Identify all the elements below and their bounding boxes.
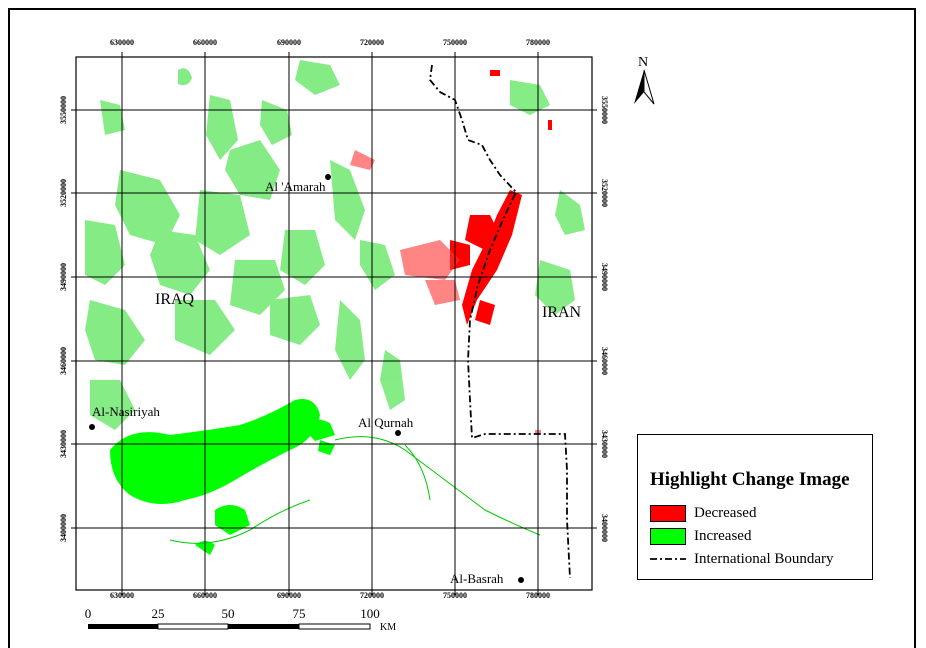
legend-label: International Boundary (694, 550, 834, 567)
y-tick-label: 3550000 (600, 96, 609, 124)
x-tick-label: 690000 (277, 38, 301, 47)
scale-label: 25 (152, 606, 165, 621)
x-tick-label: 690000 (277, 591, 301, 600)
city-markers: Al 'Amarah Al-Nasiriyah Al Qurnah Al-Bas… (89, 174, 524, 586)
x-tick-label: 780000 (526, 591, 550, 600)
y-tick-label: 3400000 (59, 514, 68, 542)
x-tick-label: 630000 (110, 591, 134, 600)
legend-title: Highlight Change Image (650, 469, 850, 490)
scale-label: 100 (360, 606, 380, 621)
graticule (75, 56, 593, 591)
legend-label: Increased (694, 527, 752, 544)
change-detection-layer (85, 60, 585, 555)
y-tick-label: 3430000 (59, 430, 68, 458)
scale-bar: 0 25 50 75 100 KM (85, 606, 396, 633)
scale-unit: KM (380, 622, 396, 633)
city-label-al-nasiriyah: Al-Nasiriyah (92, 404, 160, 419)
country-label-iran: IRAN (542, 304, 582, 321)
x-tick-label: 660000 (193, 38, 217, 47)
city-dot (325, 174, 331, 180)
scale-label: 75 (293, 606, 306, 621)
x-tick-label: 720000 (360, 38, 384, 47)
north-label: N (638, 55, 648, 70)
city-dot (518, 577, 524, 583)
increased-marsh (110, 399, 335, 555)
country-label-iraq: IRAQ (155, 291, 195, 308)
decreased-swatch (650, 504, 686, 522)
international-boundary (429, 64, 571, 579)
increased-areas (85, 60, 585, 430)
y-tick-labels-left: 3550000 3520000 3490000 3460000 3430000 … (59, 96, 68, 542)
y-tick-labels-right: 3550000 3520000 3490000 3460000 3430000 … (600, 96, 609, 542)
x-tick-label: 750000 (443, 38, 467, 47)
city-label-al-basrah: Al-Basrah (450, 571, 504, 586)
city-label-al-amarah: Al 'Amarah (265, 179, 326, 194)
scale-label: 50 (222, 606, 235, 621)
tick-marks (71, 52, 597, 595)
y-tick-label: 3460000 (600, 347, 609, 375)
legend-item-decreased: Decreased (650, 504, 756, 522)
legend-item-increased: Increased (650, 527, 751, 545)
decreased-scatter (350, 150, 541, 434)
x-tick-label: 660000 (193, 591, 217, 600)
x-tick-label: 750000 (443, 591, 467, 600)
north-arrow-icon: N (634, 55, 655, 105)
legend: Highlight Change Image Decreased Increas… (637, 434, 873, 580)
y-tick-label: 3460000 (59, 347, 68, 375)
legend-label: Decreased (694, 504, 757, 521)
y-tick-label: 3520000 (600, 179, 609, 207)
y-tick-label: 3520000 (59, 179, 68, 207)
city-dot (395, 430, 401, 436)
city-label-al-qurnah: Al Qurnah (358, 415, 414, 430)
y-tick-label: 3550000 (59, 96, 68, 124)
boundary-line-swatch (650, 550, 686, 568)
x-tick-label: 630000 (110, 38, 134, 47)
scale-label: 0 (85, 606, 92, 621)
x-tick-label: 720000 (360, 591, 384, 600)
map-frame (8, 8, 916, 648)
city-dot (89, 424, 95, 430)
y-tick-label: 3490000 (600, 263, 609, 291)
y-tick-label: 3400000 (600, 514, 609, 542)
x-tick-label: 780000 (526, 38, 550, 47)
y-tick-label: 3490000 (59, 263, 68, 291)
x-tick-labels-bottom: 630000 660000 690000 720000 750000 78000… (110, 591, 550, 600)
y-tick-label: 3430000 (600, 430, 609, 458)
increased-swatch (650, 527, 686, 545)
legend-item-boundary: International Boundary (650, 550, 834, 568)
x-tick-labels-top: 630000 660000 690000 720000 750000 78000… (110, 38, 550, 47)
